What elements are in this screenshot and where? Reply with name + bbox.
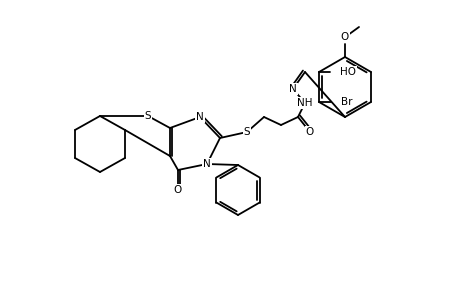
Text: N: N bbox=[196, 112, 203, 122]
Text: O: O bbox=[340, 32, 348, 42]
Text: S: S bbox=[145, 111, 151, 121]
Text: N: N bbox=[203, 159, 210, 169]
Text: NH: NH bbox=[297, 98, 312, 108]
Text: S: S bbox=[243, 127, 250, 137]
Text: O: O bbox=[174, 185, 182, 195]
Text: Br: Br bbox=[340, 97, 352, 107]
Text: O: O bbox=[305, 127, 313, 137]
Text: HO: HO bbox=[339, 67, 355, 77]
Text: N: N bbox=[289, 84, 296, 94]
